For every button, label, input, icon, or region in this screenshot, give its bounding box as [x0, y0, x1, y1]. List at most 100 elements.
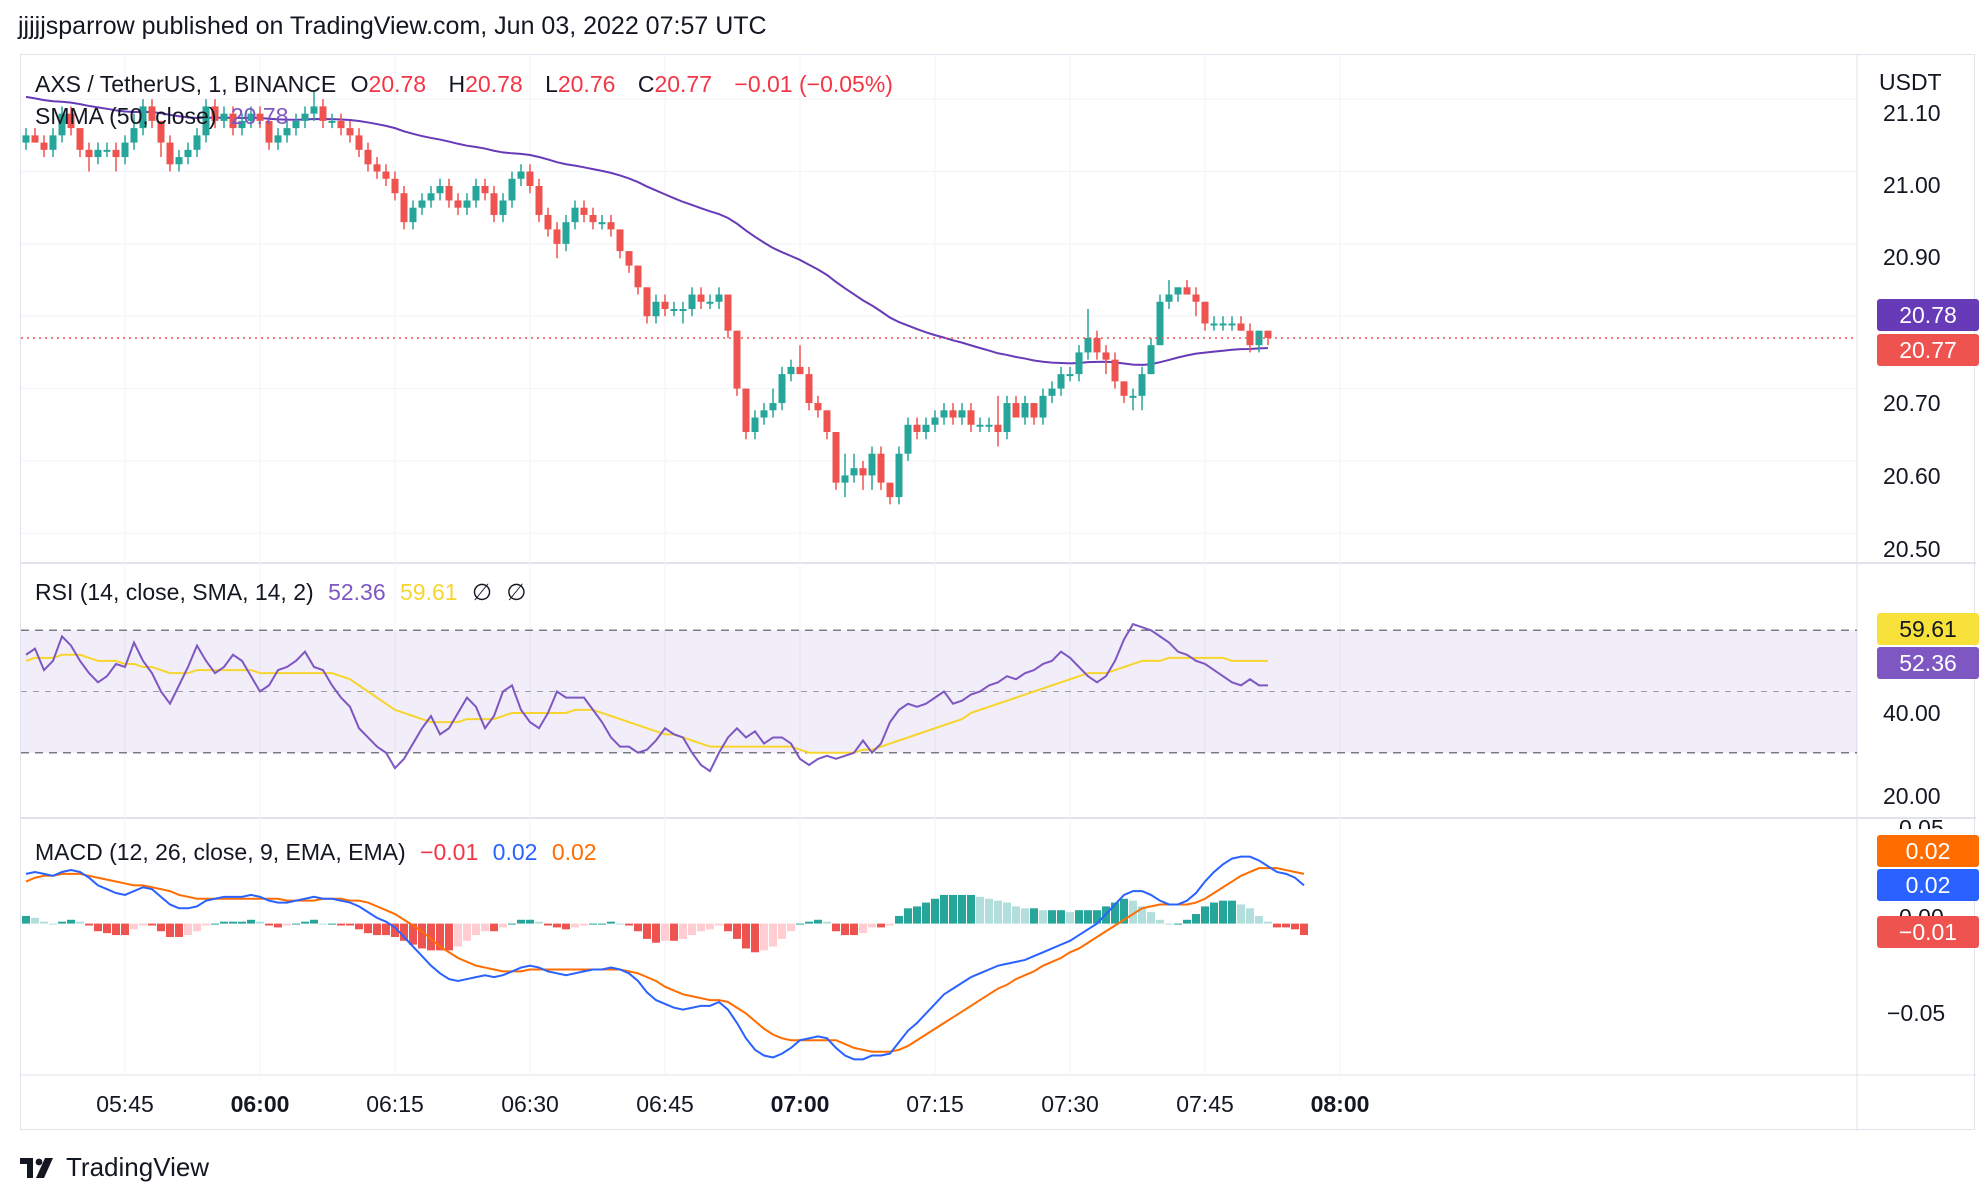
rsi-label: RSI (14, close, SMA, 14, 2): [35, 579, 314, 605]
symbol-label[interactable]: AXS / TetherUS, 1, BINANCE: [35, 71, 337, 97]
macd-histogram-bar: [787, 923, 795, 932]
macd-histogram-bar: [490, 923, 498, 932]
macd-histogram-bar: [1291, 923, 1299, 930]
candle-body: [751, 417, 759, 432]
candle-body: [724, 294, 732, 331]
macd-histogram-bar: [1255, 915, 1263, 924]
candle-body: [121, 142, 129, 158]
rsi-legend[interactable]: RSI (14, close, SMA, 14, 2) 52.36 59.61 …: [35, 579, 534, 606]
candle-body: [832, 432, 840, 483]
candle-body: [49, 135, 57, 150]
candle-body: [1138, 374, 1146, 396]
macd-histogram-bar: [274, 923, 282, 928]
candle-body: [1093, 337, 1101, 353]
macd-histogram-bar: [913, 906, 921, 924]
candle-body: [688, 294, 696, 309]
macd-histogram-bar: [1057, 910, 1065, 924]
candle-body: [706, 301, 714, 304]
candle-body: [931, 417, 939, 425]
macd-histogram-bar: [922, 902, 930, 924]
candle-body: [1246, 330, 1254, 346]
price-tick: 21.00: [1883, 172, 1941, 198]
macd-histogram-bar: [841, 923, 849, 936]
candle-body: [1147, 345, 1155, 375]
candle-body: [337, 120, 345, 129]
candle-body: [733, 330, 741, 389]
macd-histogram-bar: [346, 923, 354, 926]
smma-value: 20.78: [230, 103, 289, 129]
macd-histogram-bar: [355, 923, 363, 930]
candle-body: [139, 106, 147, 129]
candle-body: [598, 222, 606, 225]
candle-body: [517, 171, 525, 179]
candle-body: [940, 410, 948, 418]
macd-histogram-bar: [310, 919, 318, 924]
candle-body: [283, 128, 291, 136]
candle-body: [796, 366, 804, 375]
candle-body: [535, 186, 543, 215]
chart-container[interactable]: AXS / TetherUS, 1, BINANCE O20.78 H20.78…: [20, 54, 1979, 1131]
macd-histogram-bar: [634, 923, 642, 932]
candle-body: [346, 128, 354, 136]
macd-histogram-bar: [229, 921, 237, 924]
candle-body: [850, 468, 858, 476]
macd-histogram-bar: [1066, 912, 1074, 924]
candle-body: [1219, 323, 1227, 326]
candle-body: [292, 120, 300, 129]
macd-histogram-bar: [436, 923, 444, 951]
candle-body: [985, 424, 993, 427]
chart-canvas[interactable]: [21, 55, 1976, 1131]
macd-histogram-bar: [1147, 912, 1155, 924]
candle-body: [742, 388, 750, 432]
macd-value: 0.02: [492, 839, 538, 865]
macd-histogram-bar: [625, 923, 633, 926]
candle-body: [1129, 395, 1137, 398]
macd-histogram-bar: [139, 923, 147, 926]
candle-body: [445, 186, 453, 201]
candle-body: [1030, 403, 1038, 418]
macd-histogram-bar: [1273, 923, 1281, 928]
candle-body: [211, 106, 219, 121]
candle-body: [1003, 403, 1011, 432]
brand-name[interactable]: TradingView: [66, 1152, 210, 1182]
candle-body: [310, 106, 318, 114]
rsi-tick: 20.00: [1883, 783, 1941, 809]
candle-body: [967, 410, 975, 425]
macd-histogram-bar: [220, 921, 228, 924]
rsi-ma-line: [25, 653, 1268, 754]
macd-histogram-bar: [193, 923, 201, 932]
open-value: 20.78: [368, 71, 427, 97]
macd-histogram-bar: [1021, 908, 1029, 924]
candle-body: [454, 200, 462, 208]
macd-histogram-bar: [211, 923, 219, 925]
candle-body: [1165, 294, 1173, 302]
candle-body: [643, 287, 651, 317]
macd-histogram-bar: [373, 923, 381, 936]
macd-histogram-bar: [1156, 919, 1164, 924]
candle-body: [859, 468, 867, 476]
candle-body: [562, 222, 570, 244]
candle-body: [895, 453, 903, 498]
macd-histogram-bar: [1219, 900, 1227, 924]
macd-hist-value: −0.01: [420, 839, 479, 865]
macd-histogram-bar: [1048, 910, 1056, 924]
macd-histogram-bar: [508, 923, 516, 925]
macd-histogram-bar: [949, 894, 957, 924]
time-tick-label: 08:00: [1310, 1091, 1370, 1117]
macd-histogram-bar: [445, 923, 453, 951]
macd-histogram-bar: [112, 923, 120, 936]
low-key: L: [545, 71, 558, 97]
macd-histogram-bar: [715, 923, 723, 926]
smma-legend[interactable]: SMMA (50, close) 20.78: [35, 103, 296, 130]
candle-body: [184, 149, 192, 158]
macd-histogram-bar: [994, 900, 1002, 924]
time-tick-label: 07:15: [906, 1091, 964, 1117]
macd-histogram-bar: [571, 923, 579, 928]
candle-body: [1237, 323, 1245, 331]
macd-histogram-bar: [418, 923, 426, 949]
candle-body: [652, 301, 660, 317]
candle-body: [391, 178, 399, 194]
candle-body: [589, 214, 597, 223]
macd-signal-line: [25, 867, 1305, 1053]
macd-legend[interactable]: MACD (12, 26, close, 9, EMA, EMA) −0.01 …: [35, 839, 605, 866]
